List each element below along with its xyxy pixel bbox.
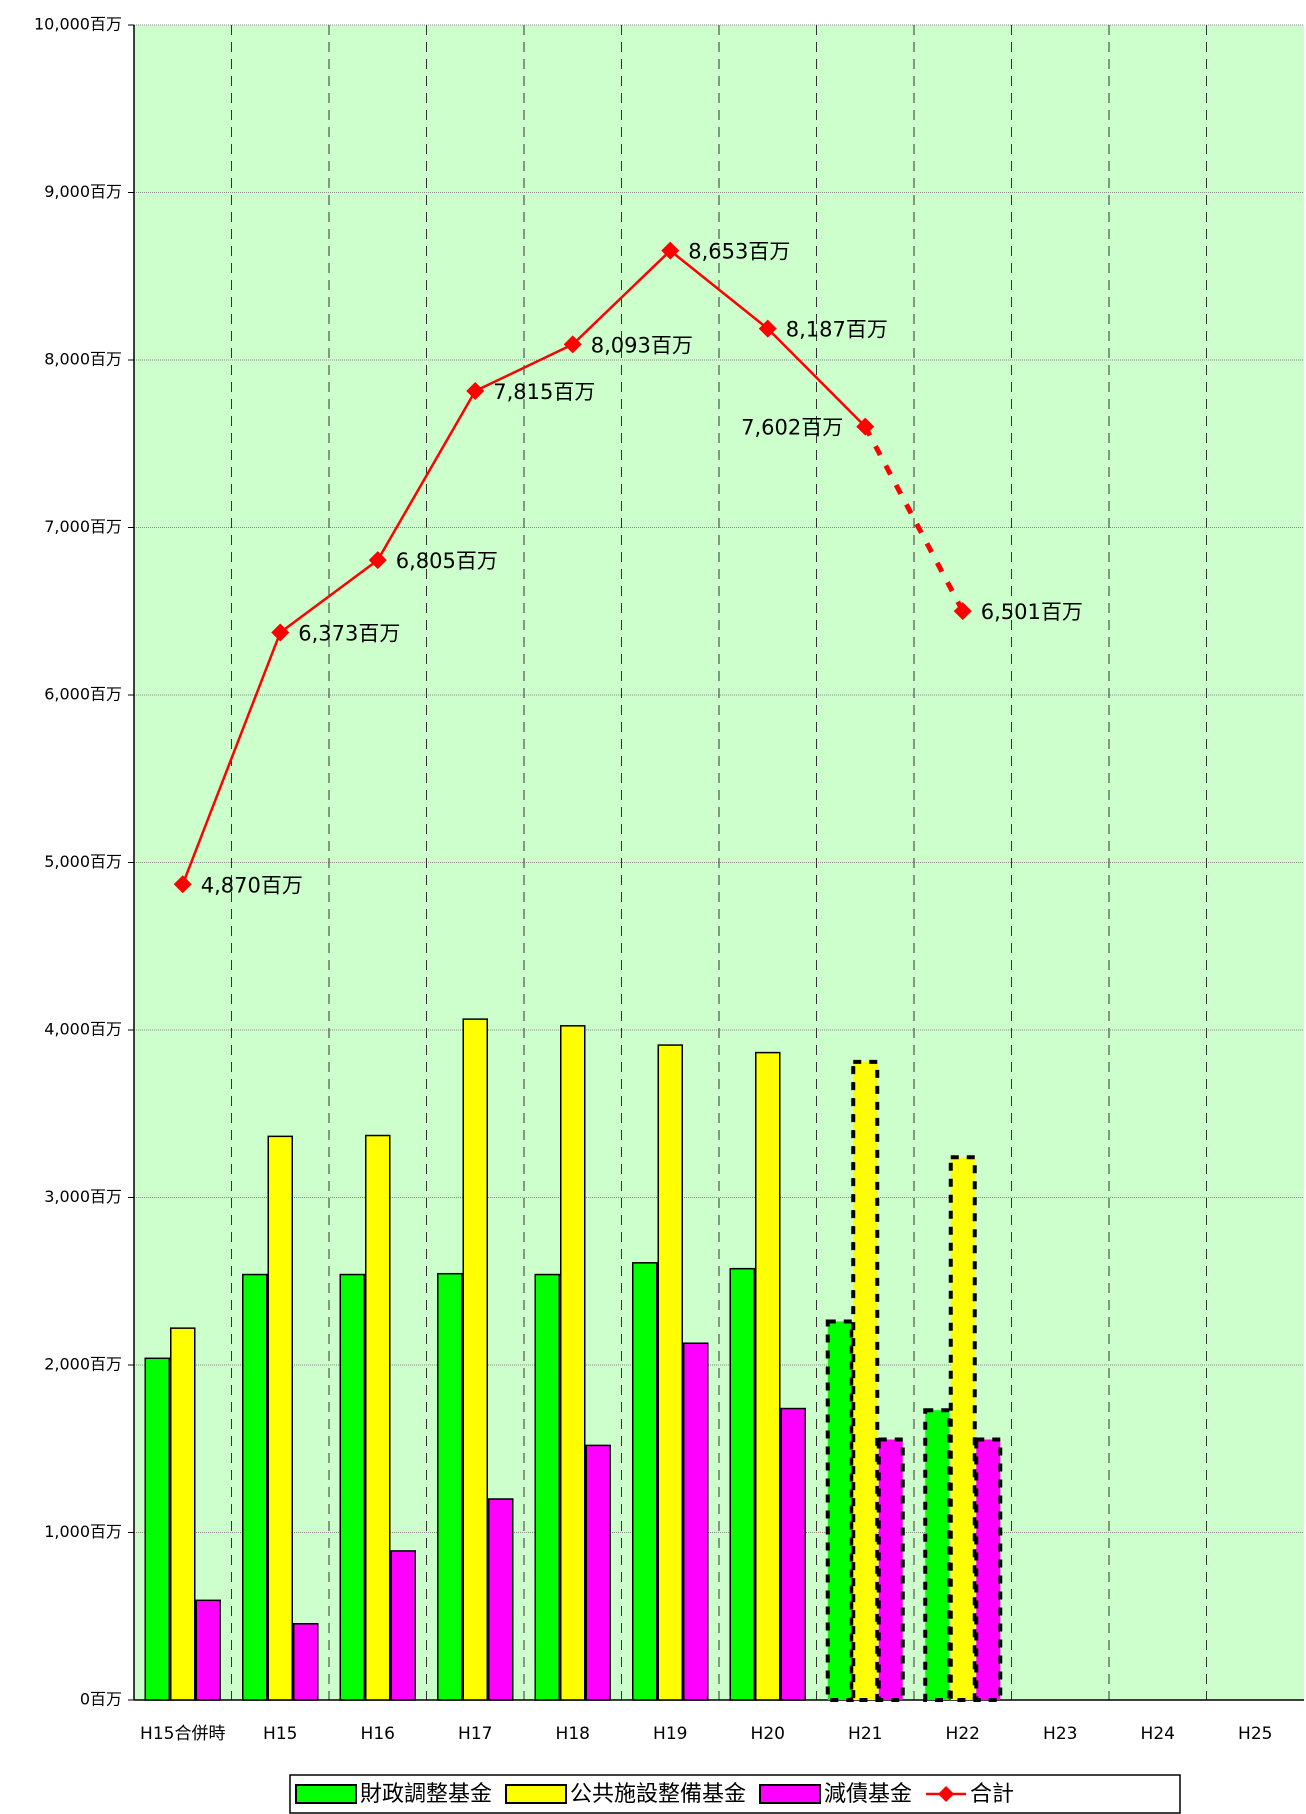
data-label: 8,653百万 — [688, 240, 790, 264]
line-segment — [279, 559, 379, 634]
x-tick-label: H18 — [556, 1724, 590, 1744]
data-label: 8,187百万 — [786, 318, 888, 342]
legend-label: 公共施設整備基金 — [570, 1782, 746, 1807]
x-tick-label: H24 — [1141, 1724, 1175, 1744]
line-marker — [466, 381, 485, 400]
bar — [534, 1273, 560, 1701]
y-tick-label: 4,000百万 — [44, 1020, 122, 1039]
x-tick-label: H19 — [653, 1724, 687, 1744]
bar — [242, 1273, 268, 1701]
data-label: 7,602百万 — [741, 416, 843, 440]
bar — [144, 1357, 170, 1701]
legend-marker — [938, 1786, 955, 1802]
bar — [948, 1155, 977, 1703]
legend-label: 減債基金 — [824, 1782, 912, 1807]
bar — [825, 1319, 854, 1702]
x-tick-label: H17 — [458, 1724, 492, 1744]
bar — [780, 1407, 806, 1701]
x-tick-label: H25 — [1238, 1724, 1272, 1744]
legend-box — [289, 1774, 1181, 1814]
line-segment — [766, 327, 867, 428]
y-tick-label: 1,000百万 — [44, 1522, 122, 1541]
y-tick-label: 3,000百万 — [44, 1187, 122, 1206]
legend-label: 財政調整基金 — [360, 1782, 492, 1807]
x-tick-label: H15 — [263, 1724, 297, 1744]
bar — [488, 1498, 514, 1701]
line-segment — [669, 249, 769, 330]
line-marker — [563, 335, 582, 354]
data-label: 4,870百万 — [201, 873, 303, 897]
bar — [755, 1051, 781, 1701]
line-marker — [953, 602, 972, 621]
legend-label: 合計 — [970, 1782, 1014, 1807]
line-marker — [661, 241, 680, 260]
bar — [267, 1135, 293, 1701]
bar — [170, 1327, 196, 1701]
y-tick-label: 7,000百万 — [44, 517, 122, 536]
legend-swatch — [295, 1784, 357, 1804]
x-tick-label: H21 — [848, 1724, 882, 1744]
y-tick-label: 5,000百万 — [44, 852, 122, 871]
bar — [585, 1444, 611, 1701]
line-segment — [376, 390, 477, 561]
data-label: 8,093百万 — [591, 333, 693, 357]
data-label: 6,805百万 — [396, 549, 498, 573]
line-segment — [571, 249, 672, 346]
x-tick-label: H20 — [751, 1724, 785, 1744]
bar — [683, 1342, 709, 1701]
legend: 財政調整基金 公共施設整備基金 減債基金 合計 — [289, 1774, 1181, 1814]
data-label: 6,501百万 — [981, 600, 1083, 624]
y-tick-label: 2,000百万 — [44, 1355, 122, 1374]
x-tick-label: H22 — [946, 1724, 980, 1744]
data-label: 7,815百万 — [493, 380, 595, 404]
legend-swatch — [759, 1784, 822, 1804]
bar — [195, 1599, 221, 1701]
y-tick-label: 9,000百万 — [44, 182, 122, 201]
bar — [293, 1623, 319, 1701]
bar — [339, 1273, 365, 1701]
bar — [876, 1437, 905, 1702]
x-tick-label: H23 — [1043, 1724, 1077, 1744]
line-marker — [173, 875, 192, 894]
line-marker — [271, 623, 290, 642]
line-segment — [474, 343, 574, 393]
data-label: 6,373百万 — [298, 622, 400, 646]
x-tick-label: H16 — [361, 1724, 395, 1744]
bar — [390, 1550, 416, 1701]
line-marker — [758, 319, 777, 338]
line-marker — [856, 417, 875, 436]
bar — [365, 1134, 391, 1701]
y-tick-label: 6,000百万 — [44, 685, 122, 704]
x-tick-label: H15合併時 — [140, 1724, 225, 1744]
bar — [632, 1262, 658, 1701]
y-tick-label: 10,000百万 — [34, 15, 122, 34]
bar — [974, 1437, 1003, 1702]
y-tick-label: 0百万 — [80, 1690, 122, 1709]
bar — [657, 1044, 683, 1701]
bar — [923, 1408, 952, 1702]
line-segment — [181, 632, 282, 885]
bar — [729, 1267, 755, 1701]
y-tick-label: 8,000百万 — [44, 350, 122, 369]
bar — [437, 1272, 463, 1701]
legend-swatch — [505, 1784, 568, 1804]
bar — [560, 1025, 586, 1701]
bar — [462, 1018, 488, 1701]
bar — [851, 1059, 880, 1702]
line-marker — [368, 551, 387, 570]
